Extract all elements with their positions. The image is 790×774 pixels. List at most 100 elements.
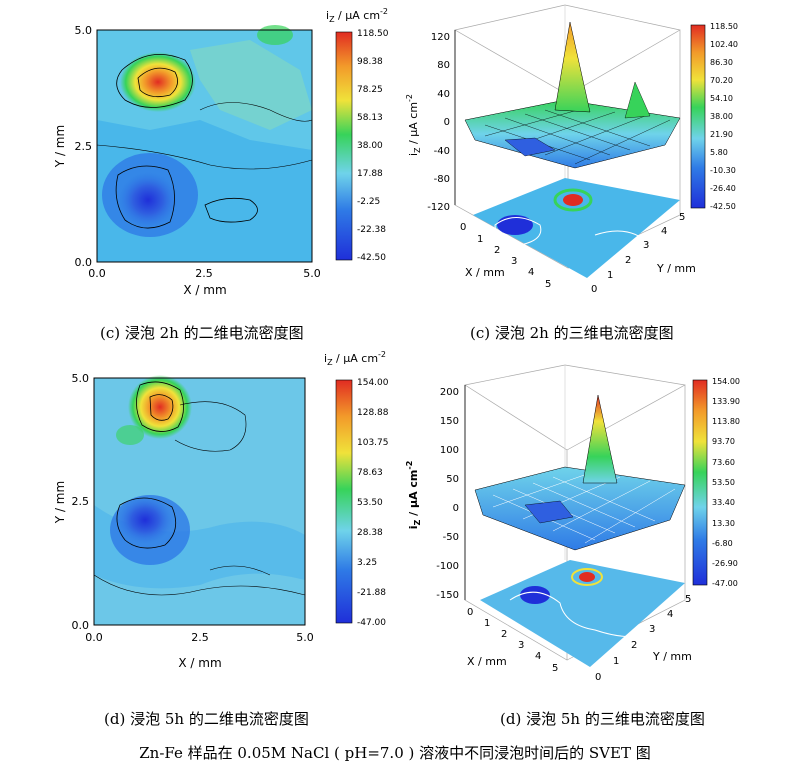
y-tick-label: 2	[625, 255, 631, 266]
colorbar-tick: -26.90	[712, 559, 738, 568]
x-axis-label: X / mm	[467, 655, 507, 668]
colorbar-tick: 13.30	[712, 519, 735, 528]
x-tick-label: 2	[501, 629, 507, 640]
y-tick-label: 5.0	[75, 24, 93, 37]
y-tick-label: 2.5	[72, 495, 90, 508]
map-background	[94, 378, 305, 625]
z-tick-label: 50	[446, 474, 459, 485]
map-anodic-spot	[120, 52, 196, 112]
map-green-spot	[116, 425, 144, 445]
colorbar-tick: 38.00	[357, 141, 383, 151]
colorbar-tick: -42.50	[710, 202, 736, 211]
y-tick-labels: 0 1 2 3 4 5	[595, 594, 691, 683]
x-tick-label: 3	[518, 640, 524, 651]
colorbar	[690, 24, 706, 209]
colorbar-tick: -22.38	[357, 225, 386, 235]
colorbar-tick: 133.90	[712, 397, 740, 406]
colorbar-tick: -42.50	[357, 253, 386, 263]
colorbar-tick: 21.90	[710, 130, 733, 139]
z-tick-label: 200	[440, 387, 459, 398]
colorbar-tick: 73.60	[712, 458, 735, 467]
colorbar	[335, 31, 353, 261]
contour-line	[136, 381, 184, 432]
y-axis-label: Y / mm	[53, 125, 67, 168]
projected-low-spot	[520, 586, 550, 604]
y-tick-label: 0.0	[75, 256, 93, 269]
caption-d-3d: (d) 浸泡 5h 的三维电流密度图	[500, 710, 705, 728]
z-tick-label: -120	[427, 202, 450, 213]
y-tick-label: 0.0	[72, 619, 90, 632]
colorbar-tick: 78.63	[357, 468, 383, 478]
x-tick-labels: 0.0 2.5 5.0	[88, 267, 321, 280]
colorbar-tick: 28.38	[357, 528, 383, 538]
y-axis-label: Y / mm	[656, 262, 696, 275]
map-frame	[96, 29, 313, 263]
projected-contour	[494, 217, 542, 246]
x-tick-label: 0.0	[85, 631, 103, 644]
y-tick-label: 5	[679, 212, 685, 223]
x-tick-label: 2.5	[191, 631, 209, 644]
colorbar-tick-labels: 154.00 133.90 113.80 93.70 73.60 53.50 3…	[712, 377, 740, 588]
colorbar-tick: 78.25	[357, 85, 383, 95]
y-tick-label: 3	[649, 624, 655, 635]
colorbar-tick: 118.50	[357, 29, 389, 39]
z-tick-label: 0	[444, 117, 450, 128]
z-tick-label: 120	[431, 32, 450, 43]
contour-line	[116, 497, 177, 549]
map-cathodic-spot	[117, 496, 173, 544]
colorbar-tick: 53.50	[357, 498, 383, 508]
colorbar-tick: -10.30	[710, 166, 736, 175]
z-axis-label: iZ / μA cm-2	[405, 94, 422, 156]
projected-green-ring	[553, 188, 593, 212]
colorbar-tick: 154.00	[712, 377, 740, 386]
panel-c-3d-plot: 120 80 40 0 -40 -80 -120 iZ / μA cm-2 0 …	[405, 4, 738, 295]
projected-low-spot	[497, 215, 533, 235]
y-tick-label: 2	[631, 640, 637, 651]
y-axis-label: Y / mm	[652, 650, 692, 663]
colorbar-tick: 58.13	[357, 113, 383, 123]
x-tick-label: 5.0	[296, 631, 314, 644]
x-tick-label: 2	[494, 245, 500, 256]
figure-caption: Zn-Fe 样品在 0.05M NaCl ( pH=7.0 ) 溶液中不同浸泡时…	[139, 744, 651, 762]
y-tick-label: 1	[607, 270, 613, 281]
y-tick-label: 1	[613, 656, 619, 667]
box-edge	[564, 4, 681, 31]
colorbar-tick: 128.88	[357, 408, 389, 418]
colorbar-tick: 70.20	[710, 76, 733, 85]
y-axis-label: Y / mm	[53, 481, 67, 524]
projected-contour	[594, 230, 646, 241]
x-axis-label: X / mm	[183, 283, 226, 297]
x-tick-label: 0.0	[88, 267, 106, 280]
colorbar-tick: 102.40	[710, 40, 738, 49]
colorbar	[692, 379, 708, 586]
y-tick-label: 2.5	[75, 140, 93, 153]
colorbar-tick: 86.30	[710, 58, 733, 67]
colorbar-tick: 33.40	[712, 498, 735, 507]
x-axis-label: X / mm	[178, 656, 221, 670]
z-tick-label: -100	[436, 561, 459, 572]
colorbar-tick-labels: 154.00 128.88 103.75 78.63 53.50 28.38 3…	[357, 378, 389, 628]
z-axis-label: iZ / μA cm-2	[405, 461, 422, 530]
contour-line	[149, 394, 174, 421]
x-tick-labels: 0.0 2.5 5.0	[85, 631, 314, 644]
z-tick-label: 100	[440, 445, 459, 456]
x-tick-label: 3	[511, 256, 517, 267]
projected-map	[473, 178, 680, 278]
y-tick-label: 4	[667, 609, 673, 620]
colorbar-tick: 118.50	[710, 22, 738, 31]
z-tick-label: -50	[443, 532, 459, 543]
x-tick-label: 5.0	[303, 267, 321, 280]
caption-d-2d: (d) 浸泡 5h 的二维电流密度图	[104, 710, 309, 728]
z-tick-label: 150	[440, 416, 459, 427]
contour-line	[204, 197, 258, 223]
map-cathodic-spot	[118, 172, 178, 228]
x-tick-labels: 0 1 2 3 4 5	[467, 607, 558, 674]
box-edge	[454, 4, 566, 31]
contour-line	[137, 67, 178, 98]
contour-line	[93, 574, 306, 596]
colorbar-tick: -47.00	[357, 618, 386, 628]
panel-c-2d-map: 5.0 2.5 0.0 0.0 2.5 5.0 X / mm Y / mm iZ…	[53, 7, 389, 297]
colorbar-title: iZ / μA cm-2	[326, 7, 388, 24]
panel-d-2d-map: 5.0 2.5 0.0 0.0 2.5 5.0 X / mm Y / mm iZ…	[53, 350, 389, 670]
